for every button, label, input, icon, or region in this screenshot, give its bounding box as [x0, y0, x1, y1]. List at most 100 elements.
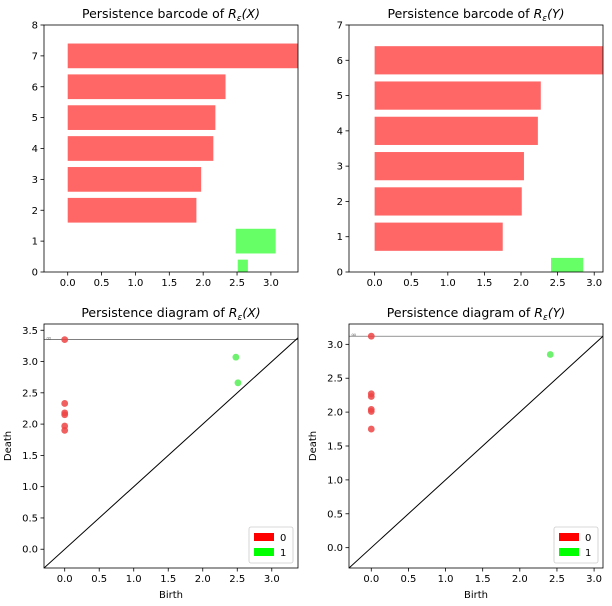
x-tick-label: 0.5	[403, 278, 419, 289]
barcode-bar-dim0	[374, 152, 524, 181]
x-tick-label: 1.0	[127, 278, 143, 289]
x-tick-label: 1.0	[438, 574, 454, 585]
x-tick-label: 0.0	[60, 278, 76, 289]
x-tick-label: 0.5	[94, 278, 110, 289]
y-tick-label: 0.0	[22, 545, 38, 556]
y-tick-label: 2.0	[327, 408, 343, 419]
x-tick-label: 2.0	[513, 278, 529, 289]
chart-panel-2: 0.0 0.5 1.0 1.5 2.0 2.5 3.0 0 1 2 3 4 5 6 7	[337, 21, 604, 289]
chart-title-math: R	[229, 305, 238, 320]
chart-panel-1: 0.0 0.5 1.0 1.5 2.0 2.5 3.0 0 1 2 3 4 5 6 7 8	[32, 21, 299, 289]
diagram-point-dim0	[367, 393, 375, 400]
y-axis-label: Death	[308, 431, 319, 461]
y-tick-label: 1.5	[22, 451, 38, 462]
chart-title: Persistence diagram of Rε(Y)	[387, 305, 565, 323]
plot-area	[44, 336, 298, 568]
x-tick-label: 3.0	[586, 278, 602, 289]
axes-frame	[348, 24, 604, 273]
diagram-point-dim0	[61, 411, 69, 419]
legend-swatch-1	[559, 548, 579, 556]
x-tick-label: 0.0	[363, 574, 379, 585]
barcode-bar-dim1	[237, 259, 248, 272]
y-tick-label: 0	[337, 268, 343, 279]
x-tick-label: 3.0	[264, 574, 280, 585]
x-tick-label: 3.0	[586, 574, 602, 585]
chart-title: Persistence barcode of Rε(X)	[82, 6, 260, 24]
chart-title-sub: ε	[237, 14, 242, 24]
barcode-bar-dim0	[374, 187, 522, 216]
y-tick-label: 3.0	[327, 340, 343, 351]
x-tick-label: 2.5	[549, 574, 565, 585]
chart-title: Persistence diagram of Rε(X)	[81, 305, 260, 323]
y-tick-label: 0	[32, 268, 38, 279]
barcode-bar-dim0	[67, 167, 202, 192]
diagram-point-dim0	[367, 408, 375, 415]
x-tick-label: 1.5	[476, 278, 492, 289]
legend-swatch-0	[559, 533, 579, 541]
y-tick-label: 2	[32, 206, 38, 217]
diagram-point-dim1	[232, 353, 240, 361]
y-tick-label: 3.0	[22, 357, 38, 368]
chart-title-arg: (X)	[242, 305, 260, 320]
diagonal-line	[349, 335, 603, 568]
x-tick-label: 2.0	[195, 278, 211, 289]
y-tick-label: 4	[337, 126, 343, 137]
infinity-label: ∞	[46, 335, 52, 343]
barcode-bar-dim0	[374, 81, 541, 110]
y-tick-label: 0.0	[327, 543, 343, 554]
diagram-point-dim0	[367, 425, 375, 433]
x-axis-label: Birth	[159, 590, 183, 601]
chart-title-math: R	[534, 6, 543, 21]
x-axis-label: Birth	[464, 590, 488, 601]
barcode-bar-dim0	[374, 116, 538, 145]
x-tick-label: 2.5	[550, 278, 566, 289]
chart-title-text: Persistence diagram of	[387, 305, 534, 320]
barcode-bar-dim0	[374, 222, 503, 251]
y-tick-label: 7	[32, 51, 38, 62]
legend-swatch-0	[254, 533, 274, 541]
chart-title-math: R	[534, 305, 543, 320]
y-tick-label: 7	[337, 21, 343, 32]
x-tick-label: 2.5	[229, 574, 245, 585]
barcode-bar-dim0	[67, 74, 226, 100]
x-tick-label: 2.5	[229, 278, 245, 289]
x-tick-label: 1.0	[440, 278, 456, 289]
legend-swatch-1	[254, 548, 274, 556]
x-tick-label: 1.5	[475, 574, 491, 585]
legend: 01	[248, 526, 294, 564]
y-tick-label: 3	[32, 175, 38, 186]
y-tick-label: 2	[337, 197, 343, 208]
plot-area	[374, 46, 603, 272]
x-tick-label: 1.5	[160, 574, 176, 585]
y-axis-label: Death	[3, 431, 14, 461]
y-tick-label: 1	[337, 232, 343, 243]
diagram-point-dim0	[61, 426, 69, 434]
plot-area	[349, 332, 603, 568]
infinity-label: ∞	[351, 331, 357, 339]
chart-title-sub: ε	[542, 14, 547, 24]
diagram-point-dim0	[61, 336, 69, 344]
diagram-point-dim1	[234, 379, 242, 387]
chart-title-sub: ε	[543, 313, 548, 323]
y-tick-label: 5	[32, 113, 38, 124]
chart-title-text: Persistence diagram of	[81, 305, 228, 320]
x-tick-label: 2.0	[512, 574, 528, 585]
y-tick-label: 1.0	[22, 482, 38, 493]
axes-frame	[43, 323, 299, 569]
x-tick-label: 1.0	[126, 574, 142, 585]
y-tick-label: 8	[32, 21, 38, 32]
barcode-bar-dim0	[374, 46, 603, 75]
y-tick-label: 4	[32, 144, 38, 155]
diagonal-line	[44, 337, 298, 568]
x-tick-label: 1.5	[161, 278, 177, 289]
barcode-bar-dim0	[67, 105, 216, 130]
chart-title-text: Persistence barcode of	[82, 6, 228, 21]
diagram-point-dim1	[546, 351, 554, 358]
plot-area	[67, 43, 298, 272]
x-tick-label: 3.0	[263, 278, 279, 289]
chart-title-math: R	[228, 6, 237, 21]
legend-label-1: 1	[585, 548, 591, 559]
x-tick-label: 0.5	[400, 574, 416, 585]
